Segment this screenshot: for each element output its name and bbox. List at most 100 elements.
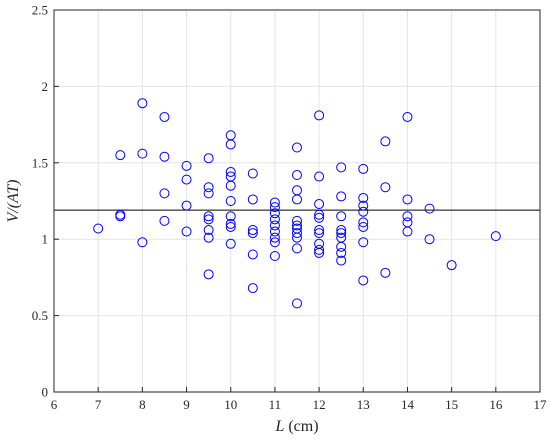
data-point bbox=[424, 203, 435, 214]
x-tick-label: 15 bbox=[445, 397, 458, 412]
data-point bbox=[181, 174, 192, 185]
data-point bbox=[292, 228, 302, 239]
x-axis-ticks: 6 7 8 9 10 11 12 13 14 15 16 17 bbox=[51, 387, 547, 412]
data-point bbox=[159, 215, 170, 226]
data-point bbox=[292, 170, 302, 181]
data-point bbox=[225, 238, 236, 249]
data-point bbox=[314, 244, 325, 255]
data-point bbox=[402, 194, 413, 205]
data-point bbox=[159, 151, 170, 162]
y-axis-label: V/(AT) bbox=[5, 180, 22, 223]
x-tick-label: 14 bbox=[401, 397, 415, 412]
x-tick-label: 9 bbox=[183, 397, 190, 412]
x-axis-label: L (cm) bbox=[274, 418, 318, 435]
data-point bbox=[269, 202, 280, 213]
y-tick-label: 0.5 bbox=[32, 308, 48, 323]
data-point bbox=[292, 232, 302, 243]
data-point bbox=[314, 110, 325, 121]
data-point bbox=[247, 249, 258, 260]
data-point bbox=[203, 214, 214, 225]
data-point bbox=[358, 275, 369, 286]
x-tick-label: 8 bbox=[139, 397, 146, 412]
data-point bbox=[247, 168, 258, 179]
data-point bbox=[247, 194, 258, 205]
data-point bbox=[269, 220, 280, 231]
data-point bbox=[358, 221, 369, 232]
data-point bbox=[93, 223, 104, 234]
data-point bbox=[336, 162, 347, 173]
data-point bbox=[225, 180, 236, 191]
data-point bbox=[336, 191, 347, 202]
y-tick-label: 2.5 bbox=[32, 3, 48, 18]
data-point bbox=[380, 267, 391, 278]
data-point bbox=[336, 241, 347, 252]
data-point bbox=[269, 208, 280, 219]
data-points bbox=[93, 98, 501, 309]
data-point bbox=[269, 237, 280, 248]
data-point bbox=[314, 225, 325, 236]
data-point bbox=[380, 136, 391, 147]
data-point bbox=[269, 232, 280, 243]
x-tick-label: 11 bbox=[269, 397, 282, 412]
data-point bbox=[292, 194, 302, 205]
data-point bbox=[446, 260, 457, 271]
data-point bbox=[424, 234, 435, 245]
data-point bbox=[269, 251, 280, 262]
x-tick-label: 7 bbox=[95, 397, 102, 412]
data-point bbox=[203, 188, 214, 199]
data-point bbox=[269, 214, 280, 225]
y-axis-ticks: 0 0.5 1 1.5 2 2.5 bbox=[32, 3, 59, 400]
x-tick-label: 13 bbox=[357, 397, 370, 412]
data-point bbox=[292, 220, 302, 231]
data-point bbox=[181, 160, 192, 171]
data-point bbox=[314, 247, 325, 258]
grid-lines bbox=[53, 9, 541, 393]
data-point bbox=[336, 225, 347, 236]
data-point bbox=[269, 226, 280, 237]
data-point bbox=[358, 163, 369, 174]
data-point bbox=[203, 232, 214, 243]
y-tick-label: 1.5 bbox=[32, 155, 48, 170]
data-point bbox=[314, 228, 325, 239]
data-point bbox=[314, 209, 325, 220]
data-point bbox=[225, 211, 236, 222]
data-point bbox=[247, 283, 258, 294]
data-point bbox=[336, 211, 347, 222]
data-point bbox=[203, 211, 214, 222]
x-tick-label: 12 bbox=[313, 397, 326, 412]
data-point bbox=[314, 199, 325, 210]
data-point bbox=[181, 200, 192, 211]
data-point bbox=[137, 98, 148, 109]
data-point bbox=[203, 225, 214, 236]
data-point bbox=[247, 225, 258, 236]
data-point bbox=[490, 231, 501, 242]
x-tick-label: 17 bbox=[534, 397, 548, 412]
y-tick-label: 0 bbox=[42, 385, 49, 400]
data-point bbox=[402, 111, 413, 122]
data-point bbox=[181, 226, 192, 237]
data-point bbox=[314, 212, 325, 223]
data-point bbox=[137, 237, 148, 248]
data-point bbox=[225, 218, 236, 229]
data-point bbox=[336, 255, 347, 266]
data-point bbox=[292, 243, 302, 254]
y-tick-label: 2 bbox=[42, 79, 49, 94]
data-point bbox=[358, 237, 369, 248]
data-point bbox=[358, 206, 369, 217]
x-tick-label: 6 bbox=[51, 397, 58, 412]
data-point bbox=[292, 185, 302, 196]
x-tick-label: 16 bbox=[489, 397, 503, 412]
data-point bbox=[336, 228, 347, 239]
plot-frame bbox=[53, 9, 541, 393]
data-point bbox=[159, 111, 170, 122]
data-point bbox=[292, 215, 302, 226]
data-point bbox=[115, 150, 126, 161]
data-point bbox=[247, 228, 258, 239]
data-point bbox=[159, 188, 170, 199]
data-point bbox=[402, 211, 413, 222]
data-point bbox=[292, 142, 302, 153]
data-point bbox=[380, 182, 391, 193]
y-tick-label: 1 bbox=[42, 232, 49, 247]
data-point bbox=[336, 247, 347, 258]
data-point bbox=[358, 200, 369, 211]
